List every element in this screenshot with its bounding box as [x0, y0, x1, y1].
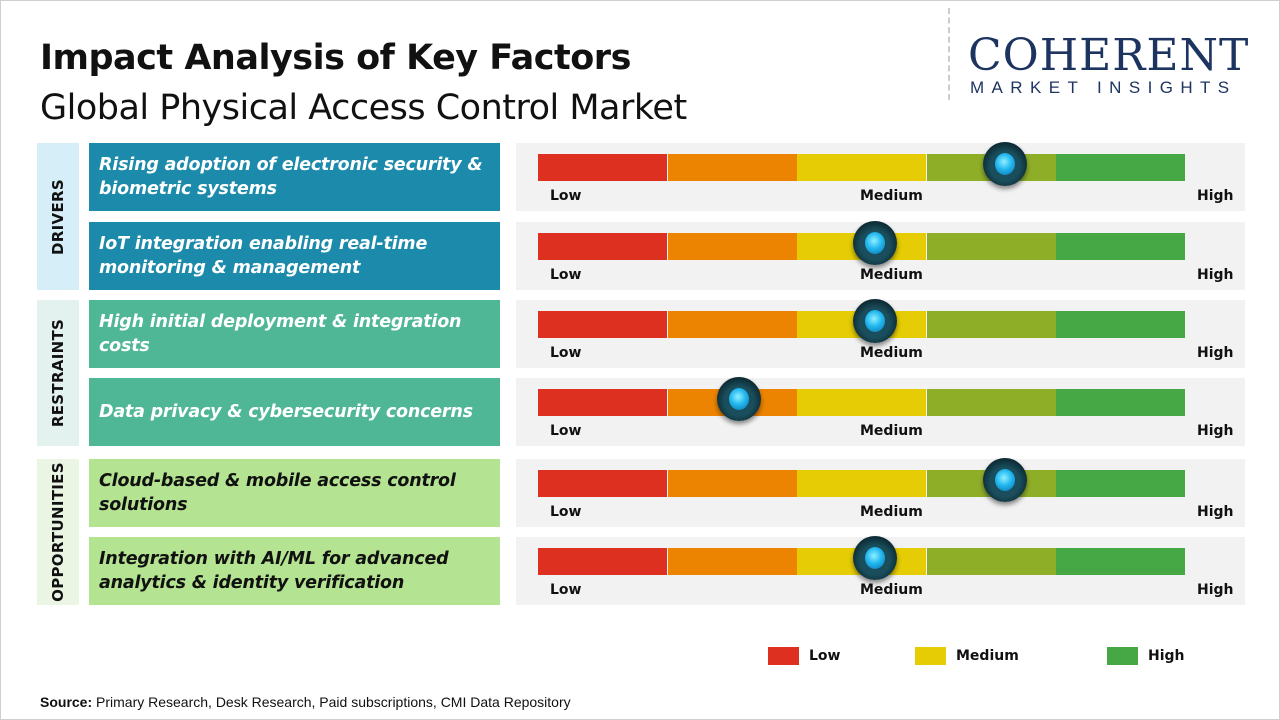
gauge-segment: [667, 233, 797, 260]
gauge-label-medium: Medium: [860, 267, 923, 283]
legend-item: Low: [768, 647, 840, 665]
gauge-label-medium: Medium: [860, 423, 923, 439]
gauge-label-high: High: [1197, 345, 1234, 361]
gauge-segment: [797, 470, 927, 497]
gauge-label-high: High: [1197, 267, 1234, 283]
gauge-label-medium: Medium: [860, 504, 923, 520]
gauge-label-low: Low: [550, 267, 582, 283]
category-label-restraints: RESTRAINTS: [37, 300, 79, 446]
logo-sub-text: MARKET INSIGHTS: [970, 78, 1237, 97]
factor-label: IoT integration enabling real-time monit…: [89, 222, 500, 290]
source-note: Source: Primary Research, Desk Research,…: [40, 694, 571, 710]
gauge-segment: [797, 154, 927, 181]
gauge-label-low: Low: [550, 582, 582, 598]
source-text: Primary Research, Desk Research, Paid su…: [92, 694, 571, 710]
gauge-label-high: High: [1197, 423, 1234, 439]
gauge-segment: [1056, 470, 1186, 497]
gauge-label-low: Low: [550, 423, 582, 439]
factor-label: Data privacy & cybersecurity concerns: [89, 378, 500, 446]
gauge-indicator-knob: [982, 458, 1027, 502]
gauge-segment: [538, 154, 667, 181]
factor-label: Rising adoption of electronic security &…: [89, 143, 500, 211]
factor-label: High initial deployment & integration co…: [89, 300, 500, 368]
impact-gauge: Low Medium High: [516, 458, 1245, 527]
gauge-indicator-knob: [716, 377, 761, 421]
gauge-segment: [667, 154, 797, 181]
gauge-indicator-knob: [982, 142, 1027, 186]
legend-swatch: [768, 647, 799, 665]
legend-item: High: [1107, 647, 1185, 665]
gauge-label-medium: Medium: [860, 188, 923, 204]
gauge-label-low: Low: [550, 504, 582, 520]
gauge-label-high: High: [1197, 504, 1234, 520]
gauge-segment: [1056, 389, 1186, 416]
gauge-segment: [538, 470, 667, 497]
gauge-segment: [538, 548, 667, 575]
gauge-segment: [1056, 548, 1186, 575]
legend-label: Medium: [956, 648, 1019, 664]
gauge-segment: [538, 311, 667, 338]
divider: [948, 8, 950, 100]
page-subtitle: Global Physical Access Control Market: [40, 88, 687, 128]
impact-gauge: Low Medium High: [516, 299, 1245, 368]
gauge-label-high: High: [1197, 188, 1234, 204]
category-label-text: OPPORTUNITIES: [49, 462, 67, 602]
source-label: Source:: [40, 694, 93, 710]
gauge-label-high: High: [1197, 582, 1234, 598]
gauge-segment: [926, 548, 1056, 575]
gauge-indicator-knob: [852, 536, 897, 580]
gauge-segment: [1056, 311, 1186, 338]
category-label-opportunities: OPPORTUNITIES: [37, 459, 79, 605]
gauge-segment: [538, 389, 667, 416]
gauge-segment: [1056, 233, 1186, 260]
logo-main-text: COHERENT: [968, 30, 1250, 81]
legend-item: Medium: [915, 647, 1019, 665]
page-title: Impact Analysis of Key Factors: [40, 38, 631, 78]
gauge-segment: [926, 311, 1056, 338]
gauge-indicator-knob: [852, 221, 897, 265]
category-label-text: DRIVERS: [49, 178, 67, 255]
impact-gauge: Low Medium High: [516, 142, 1245, 211]
gauge-segment: [926, 389, 1056, 416]
impact-gauge: Low Medium High: [516, 221, 1245, 290]
legend-swatch: [915, 647, 946, 665]
factor-label: Integration with AI/ML for advanced anal…: [89, 537, 500, 605]
impact-gauge: Low Medium High: [516, 377, 1245, 446]
category-label-text: RESTRAINTS: [49, 318, 68, 428]
factor-label: Cloud-based & mobile access control solu…: [89, 459, 500, 527]
legend-swatch: [1107, 647, 1138, 665]
gauge-segment: [1056, 154, 1186, 181]
category-label-drivers: DRIVERS: [37, 143, 79, 290]
gauge-label-low: Low: [550, 188, 582, 204]
gauge-segment: [797, 389, 927, 416]
gauge-segment: [667, 470, 797, 497]
gauge-label-medium: Medium: [860, 582, 923, 598]
gauge-segment: [667, 548, 797, 575]
gauge-segment: [538, 233, 667, 260]
legend-label: High: [1148, 648, 1185, 664]
impact-gauge: Low Medium High: [516, 536, 1245, 605]
gauge-label-medium: Medium: [860, 345, 923, 361]
gauge-segment: [926, 233, 1056, 260]
legend-label: Low: [809, 648, 841, 664]
gauge-segment: [667, 311, 797, 338]
gauge-indicator-knob: [852, 299, 897, 343]
gauge-label-low: Low: [550, 345, 582, 361]
